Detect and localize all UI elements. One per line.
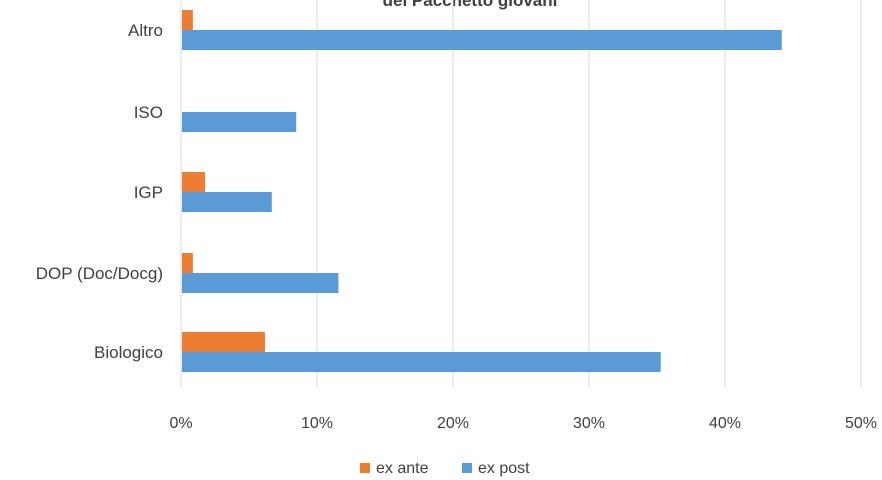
chart-title: del Pacchetto giovani	[383, 0, 558, 10]
x-tick-label: 30%	[573, 415, 605, 432]
legend-label-ex-ante: ex ante	[376, 460, 429, 477]
x-tick-label: 50%	[845, 415, 877, 432]
bar-ex-post-2	[182, 192, 272, 212]
x-tick-label: 20%	[437, 415, 469, 432]
bar-ex-post-4	[182, 352, 661, 372]
bar-ex-post-3	[182, 273, 339, 293]
bar-ex-ante-0	[182, 10, 193, 30]
bar-ex-ante-2	[182, 172, 206, 192]
bar-ex-ante-4	[182, 332, 265, 352]
category-labels: Altro ISO IGP DOP (Doc/Docg) Biologico	[36, 21, 163, 362]
bar-ex-ante-3	[182, 253, 193, 273]
category-label: DOP (Doc/Docg)	[36, 264, 163, 283]
x-tick-label: 40%	[709, 415, 741, 432]
category-label: Biologico	[94, 343, 163, 362]
category-label: Altro	[128, 21, 163, 40]
bars	[182, 10, 782, 372]
legend: ex ante ex post	[360, 460, 530, 477]
gridlines	[316, 0, 862, 388]
bar-ex-post-0	[182, 30, 782, 50]
x-tick-label: 10%	[301, 415, 333, 432]
legend-swatch-ex-post	[462, 463, 472, 473]
category-label: ISO	[134, 103, 163, 122]
x-tick-labels: 0% 10% 20% 30% 40% 50%	[169, 415, 877, 432]
x-tick-label: 0%	[169, 415, 192, 432]
legend-swatch-ex-ante	[360, 463, 370, 473]
category-label: IGP	[134, 183, 163, 202]
legend-label-ex-post: ex post	[478, 460, 530, 477]
bar-ex-post-1	[182, 112, 297, 132]
